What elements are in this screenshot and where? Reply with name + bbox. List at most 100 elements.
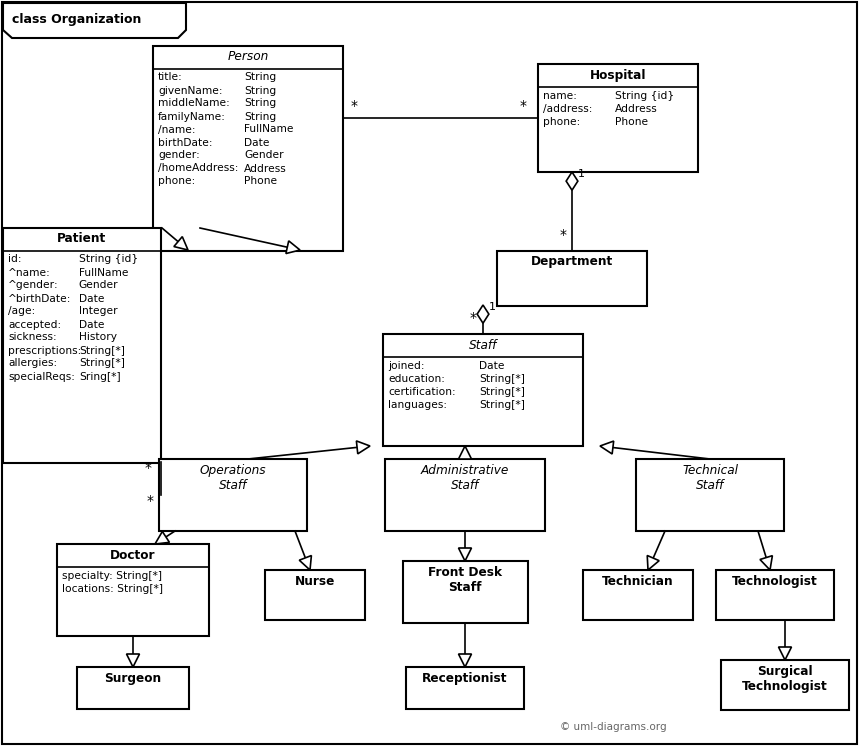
Text: Person: Person (227, 51, 268, 63)
Text: familyName:: familyName: (158, 111, 226, 122)
Text: Hospital: Hospital (590, 69, 646, 82)
Text: Surgeon: Surgeon (104, 672, 162, 685)
Bar (716, 570, 834, 620)
Text: String {id}: String {id} (615, 91, 674, 101)
Text: *: * (560, 228, 567, 242)
Polygon shape (458, 654, 471, 667)
Text: Receptionist: Receptionist (422, 672, 507, 685)
Text: /age:: /age: (8, 306, 35, 317)
Text: Operations
Staff: Operations Staff (200, 464, 267, 492)
Text: *: * (351, 99, 358, 113)
Polygon shape (648, 556, 659, 570)
Text: Gender: Gender (79, 281, 119, 291)
Text: String {id}: String {id} (79, 255, 138, 264)
Text: sickness:: sickness: (8, 332, 57, 343)
Text: String: String (244, 111, 276, 122)
Text: /name:: /name: (158, 125, 195, 134)
Text: Technical
Staff: Technical Staff (682, 464, 738, 492)
Text: String: String (244, 85, 276, 96)
Text: Department: Department (531, 255, 613, 268)
Polygon shape (126, 654, 139, 667)
Bar (265, 570, 365, 620)
Bar (159, 459, 307, 531)
Bar (583, 570, 693, 620)
Text: FullName: FullName (79, 267, 128, 277)
Text: Staff: Staff (469, 339, 497, 352)
Text: Address: Address (615, 104, 658, 114)
Bar (636, 459, 784, 531)
Text: specialReqs:: specialReqs: (8, 371, 75, 382)
Text: Technologist: Technologist (732, 575, 818, 588)
Text: 1: 1 (578, 169, 585, 179)
Text: History: History (79, 332, 117, 343)
Text: /homeAddress:: /homeAddress: (158, 164, 238, 173)
Text: allergies:: allergies: (8, 359, 57, 368)
Text: prescriptions:: prescriptions: (8, 346, 81, 356)
Text: Doctor: Doctor (110, 549, 156, 562)
Text: Gender: Gender (244, 150, 284, 161)
Text: ^birthDate:: ^birthDate: (8, 294, 71, 303)
Text: Date: Date (244, 137, 270, 147)
Bar (406, 667, 524, 709)
Bar (538, 64, 698, 172)
Text: joined:: joined: (388, 361, 425, 371)
Polygon shape (299, 556, 311, 570)
Bar (385, 459, 545, 531)
Polygon shape (477, 305, 488, 323)
Text: Date: Date (479, 361, 505, 371)
Text: FullName: FullName (244, 125, 294, 134)
Text: accepted:: accepted: (8, 320, 61, 329)
Bar (402, 561, 527, 623)
Text: *: * (520, 99, 527, 113)
Text: String[*]: String[*] (479, 387, 525, 397)
Text: String[*]: String[*] (79, 359, 125, 368)
Polygon shape (566, 172, 578, 190)
Text: Front Desk
Staff: Front Desk Staff (428, 566, 502, 594)
Text: Administrative
Staff: Administrative Staff (421, 464, 509, 492)
Text: phone:: phone: (543, 117, 580, 127)
Text: 1: 1 (489, 302, 496, 312)
Text: id:: id: (8, 255, 22, 264)
Text: String[*]: String[*] (479, 374, 525, 384)
Polygon shape (286, 241, 300, 253)
Polygon shape (174, 237, 188, 250)
Text: education:: education: (388, 374, 445, 384)
Text: Integer: Integer (79, 306, 118, 317)
Polygon shape (778, 647, 791, 660)
Text: Date: Date (79, 320, 104, 329)
Text: String[*]: String[*] (479, 400, 525, 410)
Text: String[*]: String[*] (79, 346, 125, 356)
Text: givenName:: givenName: (158, 85, 223, 96)
Polygon shape (760, 556, 772, 570)
Text: ^gender:: ^gender: (8, 281, 58, 291)
Text: Patient: Patient (58, 232, 107, 246)
Text: class Organization: class Organization (12, 13, 141, 26)
Bar (57, 544, 209, 636)
Polygon shape (3, 3, 186, 38)
Bar (77, 667, 189, 709)
Text: languages:: languages: (388, 400, 447, 410)
Polygon shape (155, 531, 169, 544)
Text: gender:: gender: (158, 150, 200, 161)
Text: birthDate:: birthDate: (158, 137, 212, 147)
Text: *: * (145, 461, 152, 475)
Bar (3, 228, 161, 462)
Text: middleName:: middleName: (158, 99, 230, 108)
Text: Address: Address (244, 164, 287, 173)
Text: String: String (244, 72, 276, 82)
Text: locations: String[*]: locations: String[*] (62, 584, 163, 594)
Text: *: * (147, 494, 154, 508)
Text: phone:: phone: (158, 176, 195, 187)
Polygon shape (356, 441, 370, 454)
Bar (153, 46, 343, 250)
Bar (721, 660, 849, 710)
Text: Technician: Technician (602, 575, 674, 588)
Text: Phone: Phone (244, 176, 277, 187)
Text: Surgical
Technologist: Surgical Technologist (742, 665, 828, 693)
Text: String: String (244, 99, 276, 108)
Bar (383, 334, 583, 446)
Bar (497, 250, 647, 306)
Text: ^name:: ^name: (8, 267, 51, 277)
Text: *: * (470, 311, 477, 325)
Text: Date: Date (79, 294, 104, 303)
